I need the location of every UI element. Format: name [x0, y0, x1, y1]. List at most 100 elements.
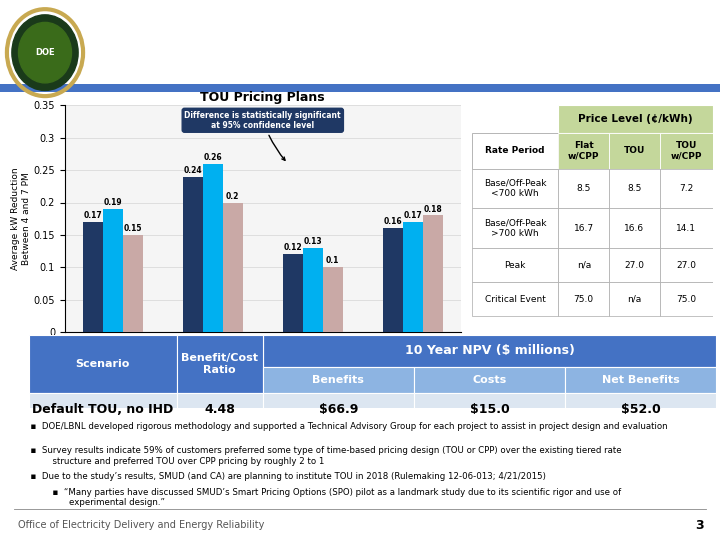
Bar [609, 282, 660, 316]
Bar [402, 222, 423, 332]
Bar [176, 393, 263, 425]
Legend: 2012 All, 2012 With Movers Removed, 2013 With Movers Removed: 2012 All, 2012 With Movers Removed, 2013… [88, 386, 398, 401]
Bar [559, 169, 609, 208]
Bar [83, 222, 103, 332]
Text: 3: 3 [696, 519, 704, 532]
Text: 0.26: 0.26 [204, 153, 222, 161]
Text: Peak: Peak [504, 261, 526, 269]
Text: DOE: DOE [35, 48, 55, 57]
Y-axis label: Average kW Reduction
Between 4 and 7 PM: Average kW Reduction Between 4 and 7 PM [12, 167, 31, 270]
Text: Difference is statistically significant
at 95% confidence level: Difference is statistically significant … [184, 111, 341, 160]
Circle shape [19, 22, 71, 83]
Bar [559, 282, 609, 316]
Text: 10 Year NPV ($ millions): 10 Year NPV ($ millions) [405, 345, 575, 357]
Text: Default TOU, no IHD: Default TOU, no IHD [32, 403, 174, 416]
Text: 0.24: 0.24 [184, 166, 202, 174]
Text: 27.0: 27.0 [624, 261, 644, 269]
Text: 4.48: 4.48 [204, 403, 235, 416]
Bar [263, 367, 414, 393]
Bar [323, 267, 343, 332]
Bar [472, 132, 559, 169]
Text: Office of Electricity Delivery and Energy Reliability: Office of Electricity Delivery and Energ… [18, 520, 264, 530]
Text: SMUD Consumer Behavior Study: SMUD Consumer Behavior Study [141, 28, 651, 55]
Bar [103, 209, 123, 332]
Text: $52.0: $52.0 [621, 403, 661, 416]
Bar [0, 84, 720, 92]
Bar [263, 335, 716, 367]
Bar [609, 132, 660, 169]
Text: ▪  Due to the study’s results, SMUD (and CA) are planning to institute TOU in 20: ▪ Due to the study’s results, SMUD (and … [25, 472, 546, 481]
Title: TOU Pricing Plans: TOU Pricing Plans [200, 91, 325, 104]
Text: 8.5: 8.5 [627, 184, 642, 193]
Text: n/a: n/a [627, 295, 642, 303]
Bar [263, 393, 414, 425]
Text: 0.15: 0.15 [124, 224, 142, 233]
Text: 0.16: 0.16 [384, 218, 402, 226]
Text: TOU: TOU [624, 146, 645, 155]
Text: 0.17: 0.17 [403, 211, 422, 220]
Text: 0.13: 0.13 [304, 237, 322, 246]
Text: Flat
w/CPP: Flat w/CPP [568, 141, 600, 160]
Bar [609, 169, 660, 208]
Text: TOU
w/CPP: TOU w/CPP [670, 141, 702, 160]
Bar [559, 248, 609, 282]
Text: Price Level (¢/kWh): Price Level (¢/kWh) [578, 114, 693, 124]
Bar [565, 393, 716, 425]
Text: 0.12: 0.12 [284, 244, 302, 252]
Text: Benefits: Benefits [312, 375, 364, 385]
Bar [559, 132, 609, 169]
Text: $15.0: $15.0 [469, 403, 509, 416]
Bar [559, 105, 713, 132]
Text: 27.0: 27.0 [676, 261, 696, 269]
Text: 16.6: 16.6 [624, 224, 644, 233]
Bar [423, 215, 443, 332]
Circle shape [12, 15, 78, 90]
Text: 75.0: 75.0 [676, 295, 696, 303]
Text: 7.2: 7.2 [679, 184, 693, 193]
Text: 0.2: 0.2 [226, 192, 240, 200]
Bar [283, 254, 303, 332]
Text: Scenario: Scenario [76, 359, 130, 369]
Text: Base/Off-Peak
<700 kWh: Base/Off-Peak <700 kWh [484, 179, 546, 198]
Text: ▪  Survey results indicate 59% of customers preferred some type of time-based pr: ▪ Survey results indicate 59% of custome… [25, 446, 621, 465]
Text: ▪  “Many parties have discussed SMUD’s Smart Pricing Options (SPO) pilot as a la: ▪ “Many parties have discussed SMUD’s Sm… [25, 488, 621, 507]
Bar [183, 177, 203, 332]
Bar [472, 169, 559, 208]
Text: Costs: Costs [472, 375, 507, 385]
Bar [565, 367, 716, 393]
Bar [472, 282, 559, 316]
Text: $66.9: $66.9 [318, 403, 358, 416]
Bar [222, 202, 243, 332]
Bar [414, 393, 565, 425]
Text: 75.0: 75.0 [574, 295, 594, 303]
Bar [609, 208, 660, 248]
Bar [660, 169, 713, 208]
Text: ▪  DOE/LBNL developed rigorous methodology and supported a Technical Advisory Gr: ▪ DOE/LBNL developed rigorous methodolog… [25, 422, 667, 431]
Text: 0.19: 0.19 [104, 198, 122, 207]
Bar [660, 132, 713, 169]
Text: 8.5: 8.5 [577, 184, 591, 193]
Bar [559, 208, 609, 248]
Text: Critical Event: Critical Event [485, 295, 546, 303]
Text: n/a: n/a [577, 261, 591, 269]
Bar [29, 335, 176, 393]
Bar [203, 164, 222, 332]
Bar [660, 282, 713, 316]
Text: 0.17: 0.17 [84, 211, 102, 220]
Bar [609, 248, 660, 282]
Bar [660, 208, 713, 248]
Text: 0.1: 0.1 [326, 256, 340, 265]
Text: Rate Period: Rate Period [485, 146, 545, 155]
Bar [176, 335, 263, 393]
Text: 0.18: 0.18 [423, 205, 442, 213]
Bar [303, 248, 323, 332]
Bar [383, 228, 402, 332]
Bar [123, 235, 143, 332]
Bar [472, 248, 559, 282]
Bar [29, 393, 176, 425]
Bar [472, 208, 559, 248]
Text: Benefit/Cost
Ratio: Benefit/Cost Ratio [181, 353, 258, 375]
Bar [414, 367, 565, 393]
Text: 14.1: 14.1 [676, 224, 696, 233]
Bar [660, 248, 713, 282]
